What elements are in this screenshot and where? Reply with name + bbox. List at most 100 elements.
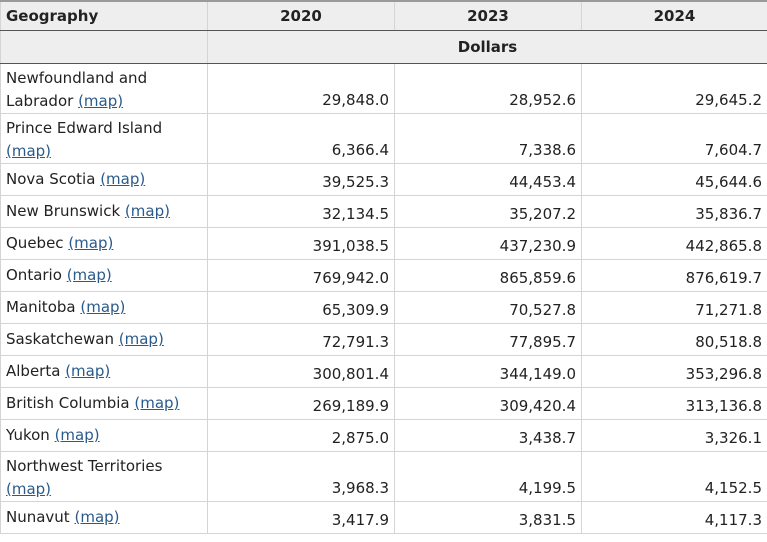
value-cell: 72,791.3 (207, 323, 395, 356)
value-cell: 7,604.7 (581, 113, 767, 164)
geography-cell: Newfoundland and Labrador (map) (0, 63, 208, 114)
table-row: Nova Scotia (map) 39,525.3 44,453.4 45,6… (0, 163, 767, 196)
unit-row-blank-cell (0, 30, 208, 64)
map-link[interactable]: (map) (124, 202, 170, 220)
value-cell: 35,207.2 (394, 195, 582, 228)
geography-cell: Saskatchewan (map) (0, 323, 208, 356)
value-cell: 29,645.2 (581, 63, 767, 114)
value-cell: 876,619.7 (581, 259, 767, 292)
map-link[interactable]: (map) (6, 142, 52, 160)
map-link[interactable]: (map) (100, 170, 146, 188)
value-cell: 437,230.9 (394, 227, 582, 260)
table-row: Prince Edward Island (map) 6,366.4 7,338.… (0, 113, 767, 164)
value-cell: 28,952.6 (394, 63, 582, 114)
value-cell: 769,942.0 (207, 259, 395, 292)
geography-name: Nunavut (6, 508, 70, 526)
table-row: Newfoundland and Labrador (map) 29,848.0… (0, 63, 767, 114)
geography-cell: Prince Edward Island (map) (0, 113, 208, 164)
table-row: Saskatchewan (map) 72,791.3 77,895.7 80,… (0, 323, 767, 356)
map-link[interactable]: (map) (118, 330, 164, 348)
value-cell: 7,338.6 (394, 113, 582, 164)
geography-name: Alberta (6, 362, 61, 380)
geography-cell: Alberta (map) (0, 355, 208, 388)
value-cell: 70,527.8 (394, 291, 582, 324)
value-cell: 865,859.6 (394, 259, 582, 292)
value-cell: 71,271.8 (581, 291, 767, 324)
value-cell: 44,453.4 (394, 163, 582, 196)
value-cell: 3,417.9 (207, 501, 395, 534)
map-link[interactable]: (map) (54, 426, 100, 444)
header-row: Geography 2020 2023 2024 (0, 0, 767, 31)
geography-cell: Ontario (map) (0, 259, 208, 292)
geography-cell: Nunavut (map) (0, 501, 208, 534)
map-link[interactable]: (map) (80, 298, 126, 316)
geography-name: Ontario (6, 266, 62, 284)
geography-cell: Northwest Territories (map) (0, 451, 208, 502)
value-cell: 300,801.4 (207, 355, 395, 388)
unit-label: Dollars (207, 30, 767, 64)
table-row: Quebec (map) 391,038.5 437,230.9 442,865… (0, 227, 767, 260)
value-cell: 344,149.0 (394, 355, 582, 388)
value-cell: 3,326.1 (581, 419, 767, 452)
geography-cell: New Brunswick (map) (0, 195, 208, 228)
table-row: Alberta (map) 300,801.4 344,149.0 353,29… (0, 355, 767, 388)
unit-row: Dollars (0, 30, 767, 64)
value-cell: 65,309.9 (207, 291, 395, 324)
geography-cell: British Columbia (map) (0, 387, 208, 420)
value-cell: 3,438.7 (394, 419, 582, 452)
table-row: Ontario (map) 769,942.0 865,859.6 876,61… (0, 259, 767, 292)
table-row: Manitoba (map) 65,309.9 70,527.8 71,271.… (0, 291, 767, 324)
geography-name: Manitoba (6, 298, 76, 316)
value-cell: 269,189.9 (207, 387, 395, 420)
value-cell: 4,152.5 (581, 451, 767, 502)
value-cell: 4,117.3 (581, 501, 767, 534)
column-header-year: 2020 (207, 0, 395, 31)
geography-cell: Manitoba (map) (0, 291, 208, 324)
column-header-geography: Geography (0, 0, 208, 31)
value-cell: 80,518.8 (581, 323, 767, 356)
value-cell: 35,836.7 (581, 195, 767, 228)
geography-name: British Columbia (6, 394, 130, 412)
value-cell: 313,136.8 (581, 387, 767, 420)
map-link[interactable]: (map) (78, 92, 124, 110)
map-link[interactable]: (map) (68, 234, 114, 252)
value-cell: 39,525.3 (207, 163, 395, 196)
value-cell: 442,865.8 (581, 227, 767, 260)
geography-name: Newfoundland and Labrador (6, 69, 148, 110)
table-row: Nunavut (map) 3,417.9 3,831.5 4,117.3 (0, 501, 767, 534)
column-header-year: 2024 (581, 0, 767, 31)
geography-name: Northwest Territories (6, 457, 163, 475)
map-link[interactable]: (map) (74, 508, 120, 526)
table-row: New Brunswick (map) 32,134.5 35,207.2 35… (0, 195, 767, 228)
geography-name: Quebec (6, 234, 64, 252)
value-cell: 4,199.5 (394, 451, 582, 502)
value-cell: 45,644.6 (581, 163, 767, 196)
geography-name: Yukon (6, 426, 50, 444)
geography-name: New Brunswick (6, 202, 121, 220)
map-link[interactable]: (map) (65, 362, 111, 380)
value-cell: 353,296.8 (581, 355, 767, 388)
map-link[interactable]: (map) (134, 394, 180, 412)
value-cell: 3,831.5 (394, 501, 582, 534)
value-cell: 3,968.3 (207, 451, 395, 502)
geography-cell: Quebec (map) (0, 227, 208, 260)
geography-cell: Yukon (map) (0, 419, 208, 452)
value-cell: 6,366.4 (207, 113, 395, 164)
value-cell: 77,895.7 (394, 323, 582, 356)
map-link[interactable]: (map) (6, 480, 52, 498)
value-cell: 29,848.0 (207, 63, 395, 114)
geography-name: Prince Edward Island (6, 119, 163, 137)
table-row: British Columbia (map) 269,189.9 309,420… (0, 387, 767, 420)
value-cell: 309,420.4 (394, 387, 582, 420)
value-cell: 32,134.5 (207, 195, 395, 228)
geography-name: Saskatchewan (6, 330, 114, 348)
table-row: Yukon (map) 2,875.0 3,438.7 3,326.1 (0, 419, 767, 452)
column-header-year: 2023 (394, 0, 582, 31)
map-link[interactable]: (map) (66, 266, 112, 284)
value-cell: 2,875.0 (207, 419, 395, 452)
value-cell: 391,038.5 (207, 227, 395, 260)
table-row: Northwest Territories (map) 3,968.3 4,199… (0, 451, 767, 502)
geography-name: Nova Scotia (6, 170, 96, 188)
geography-cell: Nova Scotia (map) (0, 163, 208, 196)
